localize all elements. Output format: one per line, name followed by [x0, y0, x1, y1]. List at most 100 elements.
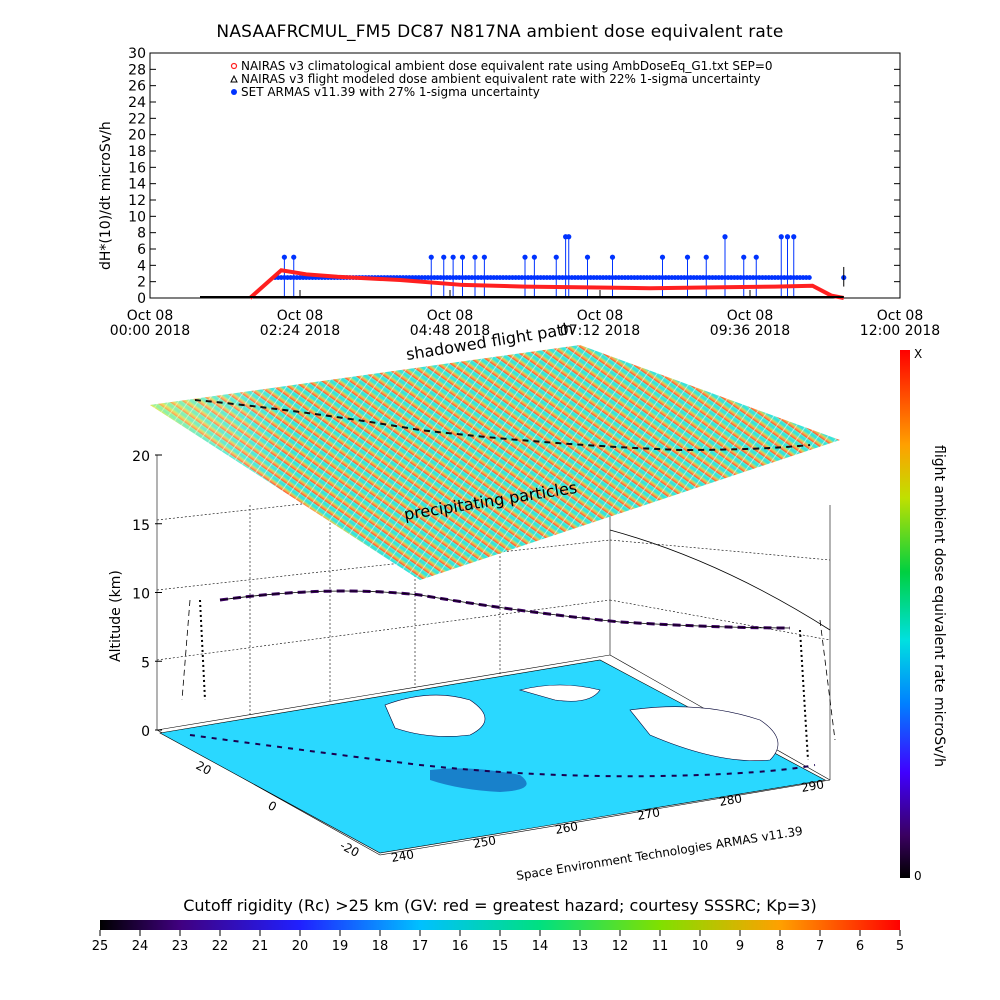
armas-spike-point: [722, 234, 728, 240]
legend-label-nairas-climatological: NAIRAS v3 climatological ambient dose eq…: [241, 59, 773, 73]
colorbar-tick-label: 8: [776, 939, 784, 954]
armas-spike-point: [659, 254, 666, 260]
colorbar-tick-label: 15: [492, 939, 509, 954]
colorbar-tick-label: 22: [212, 939, 229, 954]
altitude-tick-label: 15: [132, 518, 150, 534]
armas-spike-point: [522, 254, 528, 260]
top-x-tick-label-time: 02:24 2018: [260, 323, 340, 339]
top-y-tick-label: 8: [137, 226, 146, 242]
armas-spike-point: [684, 254, 691, 260]
colorbar-tick-label: 14: [532, 939, 549, 954]
top-x-tick-label-time: 09:36 2018: [710, 323, 790, 339]
top-x-tick-label-date: Oct 08: [577, 308, 623, 324]
armas-spike-point: [428, 254, 434, 260]
top-y-tick-label: 26: [128, 79, 146, 95]
colorbar-tick-label: 18: [372, 939, 389, 954]
armas-spike-point: [450, 254, 456, 260]
armas-spike-point: [459, 254, 466, 260]
top-x-tick-label-date: Oct 08: [127, 308, 173, 324]
top-x-tick-label-date: Oct 08: [727, 308, 773, 324]
altitude-tick-label: 10: [132, 587, 150, 603]
top-x-tick-label-time: 07:12 2018: [560, 323, 640, 339]
color-scale-top-label: X: [914, 347, 922, 361]
legend-label-nairas-flight: NAIRAS v3 flight modeled dose ambient eq…: [241, 72, 761, 86]
longitude-tick-label: 280: [718, 791, 743, 809]
longitude-tick-label: 290: [800, 777, 825, 795]
armas-spike-point: [753, 254, 759, 260]
longitude-tick-label: 260: [554, 819, 579, 837]
longitude-tick-label: 270: [636, 805, 661, 823]
map-shadow-path: [430, 768, 527, 792]
altitude-tick-label: 20: [132, 449, 150, 465]
colorbar-tick-label: 5: [896, 939, 904, 954]
cutoff-rigidity-colorbar: [100, 920, 900, 930]
colorbar-tick-label: 6: [856, 939, 864, 954]
map-landmass-1: [384, 694, 486, 737]
colorbar-tick-label: 23: [172, 939, 189, 954]
top-y-tick-label: 28: [128, 62, 146, 78]
top-x-tick-label-date: Oct 08: [427, 308, 473, 324]
map-landmass-3: [629, 706, 779, 761]
armas-spike-point: [609, 254, 616, 260]
colorbar-tick-label: 21: [252, 939, 269, 954]
colorbar-tick-label: 25: [92, 939, 109, 954]
armas-spike-point: [553, 254, 559, 260]
map-landmass-2: [518, 684, 601, 702]
top-x-tick-label-time: 00:00 2018: [110, 323, 190, 339]
legend-label-armas: SET ARMAS v11.39 with 27% 1-sigma uncert…: [241, 85, 540, 99]
dose-color-scale: [900, 350, 910, 878]
armas-spike-point: [791, 234, 797, 240]
latitude-tick-label: 20: [194, 758, 214, 778]
map-plane: [159, 659, 826, 854]
top-y-tick-label: 22: [128, 111, 146, 127]
legend-marker-armas: [231, 89, 237, 95]
legend-marker-nairas-flight: [230, 74, 238, 83]
colorbar-tick-label: 19: [332, 939, 349, 954]
top-legend: NAIRAS v3 climatological ambient dose eq…: [230, 59, 773, 99]
top-x-tick-label-time: 12:00 2018: [860, 323, 940, 339]
armas-spike-point: [481, 254, 487, 260]
colorbar-title: Cutoff rigidity (Rc) >25 km (GV: red = g…: [183, 896, 817, 915]
top-y-tick-label: 16: [128, 160, 146, 176]
armas-spike-point: [566, 234, 572, 240]
armas-spike-point: [703, 254, 709, 260]
top-y-tick-label: 0: [137, 291, 146, 307]
top-y-tick-label: 10: [128, 209, 146, 225]
flight-tracks: [181, 399, 836, 778]
top-y-tick-label: 18: [128, 144, 146, 160]
top-y-tick-label: 4: [137, 258, 146, 274]
colorbar-tick-label: 16: [452, 939, 469, 954]
colorbar-tick-label: 20: [292, 939, 309, 954]
armas-spike-point: [531, 254, 537, 260]
colorbar-tick-label: 13: [572, 939, 589, 954]
top-x-tick-label-time: 04:48 2018: [410, 323, 490, 339]
page-title: NASAAFRCMUL_FM5 DC87 N817NA ambient dose…: [216, 22, 784, 42]
colorbar-tick-label: 11: [652, 939, 669, 954]
colorbar-tick-label: 10: [692, 939, 709, 954]
longitude-tick-label: 250: [472, 833, 497, 851]
latitude-tick-label: 0: [266, 798, 279, 814]
armas-spike-point: [584, 254, 591, 260]
colorbar-tick-label: 17: [412, 939, 429, 954]
latitude-tick-label: -20: [338, 838, 362, 860]
armas-spike-point: [441, 254, 447, 260]
nairas-climatological-line: [248, 268, 845, 300]
top-y-tick-label: 24: [128, 95, 146, 111]
altitude-axis-label: Altitude (km): [108, 570, 124, 662]
armas-spike-point: [281, 254, 287, 260]
color-scale-label: flight ambient dose equivalent rate micr…: [931, 445, 947, 767]
armas-spike-point: [778, 234, 784, 240]
colorbar-tick-label: 12: [612, 939, 629, 954]
armas-point: [806, 275, 812, 280]
top-y-tick-label: 14: [128, 177, 146, 193]
armas-spike-point: [291, 254, 297, 260]
longitude-tick-label: 240: [390, 847, 415, 865]
colorbar-tick-label: 7: [816, 939, 824, 954]
top-y-tick-label: 2: [137, 275, 146, 291]
altitude-tick-label: 0: [141, 724, 150, 740]
top-y-tick-label: 30: [128, 46, 146, 62]
top-y-tick-label: 12: [128, 193, 146, 209]
armas-spike-point: [741, 254, 747, 260]
color-scale-bottom-label: 0: [914, 869, 922, 883]
